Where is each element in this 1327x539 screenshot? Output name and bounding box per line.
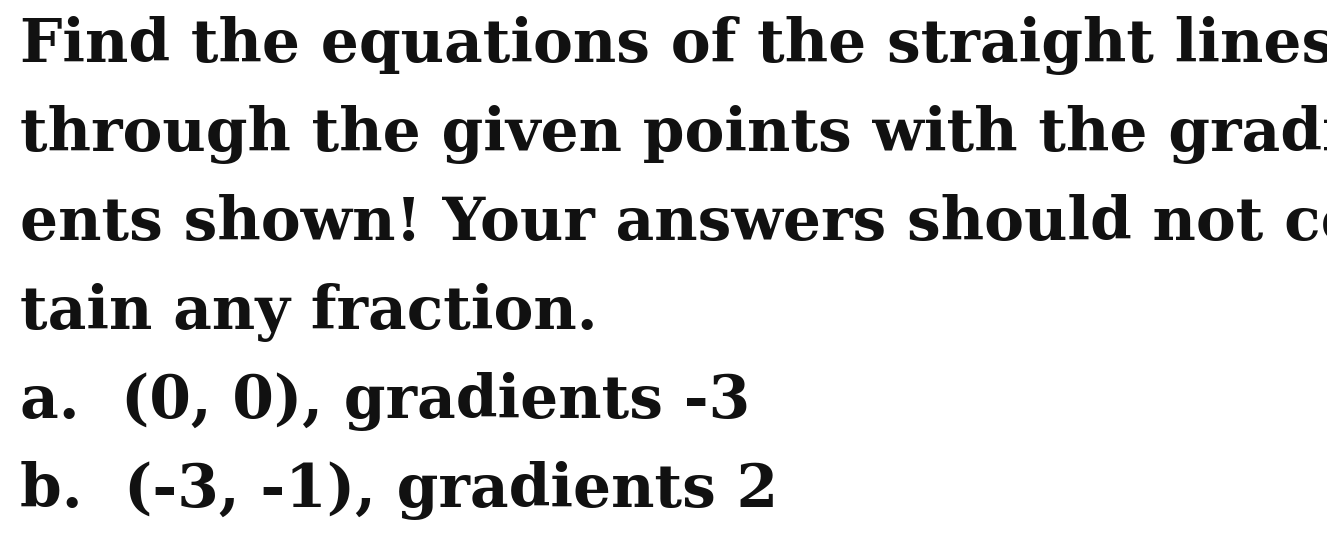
Text: ents shown! Your answers should not con-: ents shown! Your answers should not con- — [20, 194, 1327, 252]
Text: a.  (0, 0), gradients -3: a. (0, 0), gradients -3 — [20, 372, 750, 431]
Text: tain any fraction.: tain any fraction. — [20, 283, 597, 342]
Text: through the given points with the gradi-: through the given points with the gradi- — [20, 105, 1327, 164]
Text: Find the equations of the straight lines: Find the equations of the straight lines — [20, 16, 1327, 75]
Text: b.  (-3, -1), gradients 2: b. (-3, -1), gradients 2 — [20, 461, 778, 520]
